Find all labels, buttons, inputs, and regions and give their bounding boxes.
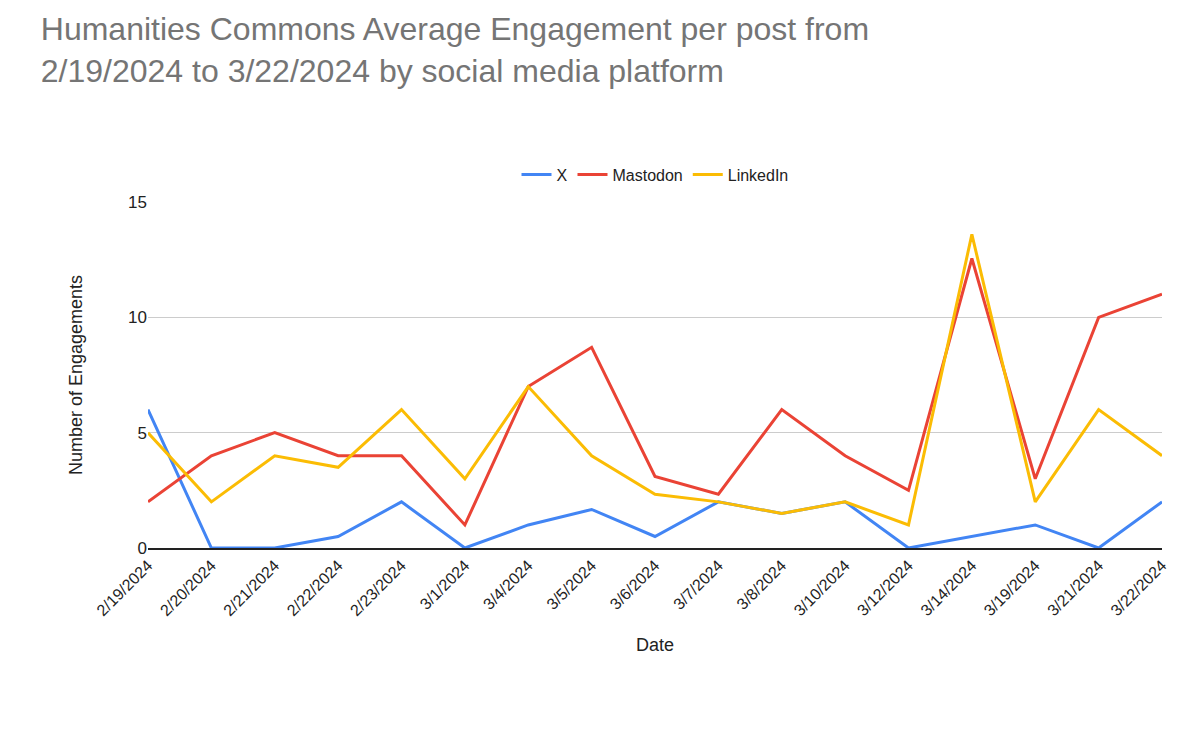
svg-text:15: 15 bbox=[128, 193, 147, 212]
svg-text:LinkedIn: LinkedIn bbox=[728, 167, 789, 184]
svg-text:3/4/2024: 3/4/2024 bbox=[480, 557, 536, 613]
svg-text:3/12/2024: 3/12/2024 bbox=[854, 557, 916, 619]
svg-text:3/19/2024: 3/19/2024 bbox=[981, 557, 1043, 619]
svg-text:3/6/2024: 3/6/2024 bbox=[607, 557, 663, 613]
svg-text:2/19/2024: 2/19/2024 bbox=[93, 557, 155, 619]
svg-text:2/20/2024: 2/20/2024 bbox=[157, 557, 219, 619]
svg-text:2/23/2024: 2/23/2024 bbox=[347, 557, 409, 619]
svg-text:0: 0 bbox=[138, 539, 147, 558]
svg-text:2/21/2024: 2/21/2024 bbox=[220, 557, 282, 619]
svg-text:3/22/2024: 3/22/2024 bbox=[1107, 557, 1169, 619]
svg-text:3/21/2024: 3/21/2024 bbox=[1044, 557, 1106, 619]
svg-text:3/14/2024: 3/14/2024 bbox=[917, 557, 979, 619]
svg-text:2/22/2024: 2/22/2024 bbox=[284, 557, 346, 619]
svg-text:3/7/2024: 3/7/2024 bbox=[670, 557, 726, 613]
svg-text:10: 10 bbox=[128, 308, 147, 327]
svg-text:Number of Engagements: Number of Engagements bbox=[66, 275, 86, 475]
svg-text:Date: Date bbox=[636, 635, 674, 655]
svg-text:3/10/2024: 3/10/2024 bbox=[791, 557, 853, 619]
svg-text:Humanities Commons Average Eng: Humanities Commons Average Engagement pe… bbox=[41, 11, 869, 89]
svg-text:Mastodon: Mastodon bbox=[613, 167, 683, 184]
svg-text:X: X bbox=[557, 167, 568, 184]
svg-text:3/8/2024: 3/8/2024 bbox=[733, 557, 789, 613]
svg-text:3/5/2024: 3/5/2024 bbox=[543, 557, 599, 613]
svg-text:5: 5 bbox=[138, 424, 147, 443]
svg-text:3/1/2024: 3/1/2024 bbox=[417, 557, 473, 613]
